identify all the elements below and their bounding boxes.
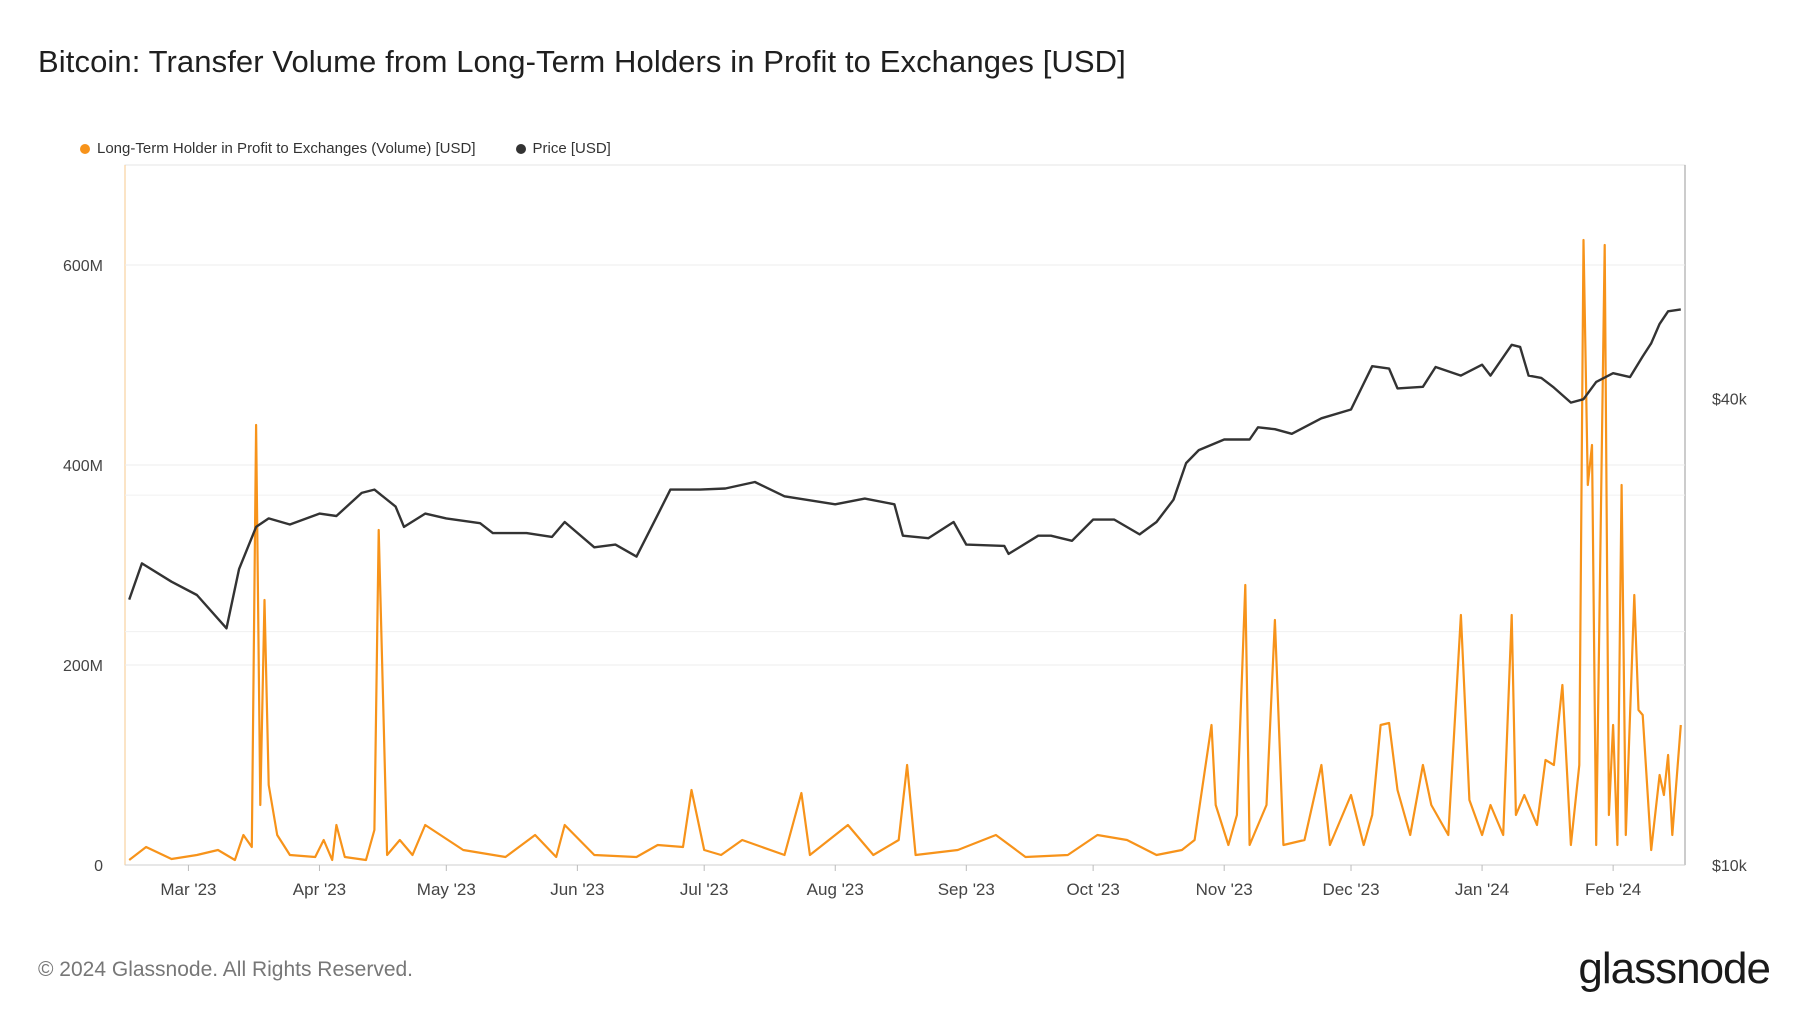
chart-title: Bitcoin: Transfer Volume from Long-Term …	[38, 44, 1126, 79]
y-left-tick-label: 400M	[63, 458, 103, 475]
legend-item-price[interactable]: Price [USD]	[515, 140, 611, 157]
x-tick-label: Feb '24	[1585, 880, 1641, 899]
legend-item-volume[interactable]: Long-Term Holder in Profit to Exchanges …	[80, 140, 476, 157]
y-left-tick-label: 600M	[63, 258, 103, 275]
x-tick-label: Sep '23	[938, 880, 995, 899]
legend-label-volume: Long-Term Holder in Profit to Exchanges …	[97, 140, 476, 157]
glassnode-logo: glassnode	[1578, 944, 1771, 993]
x-tick-label: Dec '23	[1322, 880, 1379, 899]
x-tick-label: Jul '23	[680, 880, 729, 899]
legend-swatch-price	[515, 143, 526, 154]
x-tick-label: Aug '23	[807, 880, 864, 899]
y-left-tick-label: 0	[94, 858, 103, 875]
y-right-tick-label: $10k	[1712, 858, 1748, 875]
x-tick-label: Jun '23	[550, 880, 604, 899]
x-tick-label: Nov '23	[1196, 880, 1253, 899]
x-tick-label: Oct '23	[1066, 880, 1119, 899]
legend: Long-Term Holder in Profit to Exchanges …	[80, 140, 611, 157]
copyright-footer: © 2024 Glassnode. All Rights Reserved.	[38, 958, 414, 981]
series-line-volume	[128, 238, 1682, 862]
series-line-price	[128, 308, 1681, 630]
y-right-tick-label: $40k	[1712, 391, 1748, 408]
x-tick-label: Mar '23	[160, 880, 216, 899]
legend-label-price: Price [USD]	[532, 140, 611, 157]
legend-swatch-volume	[80, 143, 90, 154]
x-tick-label: Jan '24	[1455, 880, 1509, 899]
plot-frame	[124, 164, 1686, 866]
x-tick-label: May '23	[417, 880, 476, 899]
x-tick-label: Apr '23	[293, 880, 346, 899]
y-left-tick-label: 200M	[63, 658, 103, 675]
